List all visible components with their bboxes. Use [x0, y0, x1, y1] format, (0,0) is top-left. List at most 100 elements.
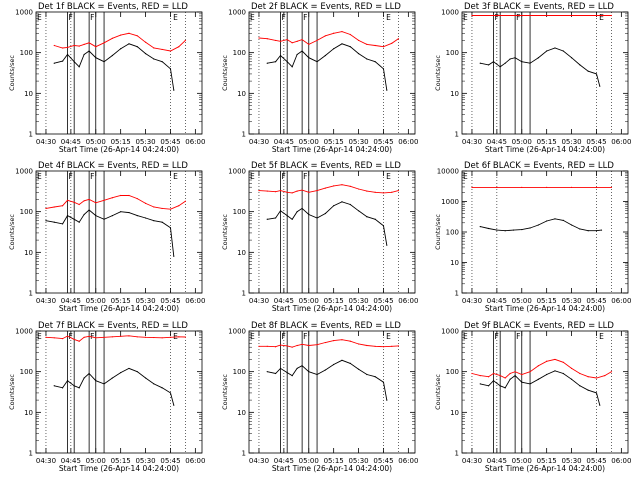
lld-data-point	[73, 201, 75, 203]
x-tick-label: 05:15	[537, 457, 557, 465]
events-data-point	[73, 218, 75, 220]
lld-data-point	[301, 189, 303, 191]
x-tick-label: 05:45	[586, 138, 606, 146]
lld-data-point	[61, 338, 64, 340]
panel-title: Det 4f BLACK = Events, RED = LLD	[38, 161, 188, 171]
x-tick-label: 06:00	[185, 297, 205, 305]
events-data-point	[279, 367, 282, 370]
events-series-line	[480, 47, 601, 87]
lld-data-point	[308, 43, 310, 45]
lld-data-point	[45, 207, 47, 210]
events-data-point	[61, 60, 64, 62]
events-data-point	[88, 209, 90, 211]
events-data-point	[499, 66, 501, 68]
lld-data-point	[357, 343, 360, 345]
lld-data-point	[341, 30, 343, 33]
y-tick-label: 1000	[441, 328, 459, 336]
x-tick-label: 06:00	[611, 457, 631, 465]
events-data-point	[537, 57, 539, 59]
interval-marker-label: E	[463, 13, 468, 22]
events-data-point	[529, 227, 531, 229]
y-tick-label: 1	[29, 131, 33, 139]
events-data-point	[169, 392, 172, 394]
events-data-point	[173, 255, 175, 257]
interval-marker-label: E	[173, 332, 178, 341]
lld-data-point	[570, 186, 573, 188]
events-data-point	[479, 62, 481, 64]
events-data-point	[333, 205, 335, 207]
lld-data-point	[279, 189, 282, 192]
interval-marker-label: F	[516, 332, 520, 341]
events-data-point	[83, 53, 85, 56]
lld-data-point	[95, 46, 97, 48]
x-tick-label: 05:45	[373, 138, 393, 146]
lld-data-point	[66, 199, 69, 201]
events-data-point	[349, 362, 351, 364]
x-tick-label: 04:30	[36, 138, 56, 146]
y-axis-label: Counts/sec	[8, 55, 16, 91]
events-data-point	[83, 213, 85, 216]
events-data-point	[521, 61, 523, 63]
events-data-point	[103, 61, 105, 63]
x-tick-label: 05:30	[561, 138, 581, 146]
y-tick-label: 100	[20, 208, 33, 216]
interval-marker-label: F	[69, 172, 73, 181]
interval-marker-label: E	[250, 13, 255, 22]
lld-data-point	[499, 375, 501, 377]
events-data-point	[274, 372, 277, 375]
interval-marker-label: F	[90, 332, 94, 341]
events-data-point	[537, 224, 539, 226]
interval-marker-label: E	[599, 13, 604, 22]
lld-data-point	[341, 339, 343, 341]
y-tick-label: 100	[233, 49, 246, 57]
lld-series-line	[259, 339, 399, 348]
plot-frame	[461, 330, 629, 454]
x-tick-label: 04:45	[274, 457, 294, 465]
events-data-point	[386, 399, 388, 401]
lld-data-point	[258, 345, 260, 347]
events-data-point	[496, 229, 498, 231]
lld-data-point	[496, 186, 498, 188]
events-data-point	[595, 230, 598, 232]
lld-data-point	[595, 186, 598, 188]
y-tick-label: 100	[446, 368, 459, 376]
events-data-point	[308, 57, 310, 59]
events-data-point	[587, 389, 589, 391]
events-data-point	[595, 392, 598, 394]
events-data-point	[120, 48, 122, 50]
events-data-point	[111, 54, 113, 57]
lld-data-point	[504, 377, 506, 379]
events-data-point	[499, 385, 501, 387]
lld-data-point	[308, 344, 310, 347]
events-data-point	[286, 215, 288, 217]
events-data-point	[144, 52, 147, 55]
lld-data-point	[286, 38, 288, 41]
events-data-point	[504, 62, 506, 64]
events-data-point	[579, 228, 581, 230]
lld-data-point	[546, 14, 548, 17]
x-tick-label: 04:30	[462, 457, 482, 465]
events-data-point	[382, 381, 385, 383]
interval-marker-label: F	[90, 13, 94, 22]
lld-series-line	[258, 184, 399, 194]
panel-title: Det 2f BLACK = Events, RED = LLD	[251, 2, 401, 12]
lld-data-point	[316, 189, 318, 192]
events-series-line	[267, 43, 388, 91]
lld-data-point	[291, 42, 293, 44]
x-tick-label: 05:45	[160, 138, 180, 146]
events-data-point	[83, 377, 85, 379]
events-data-point	[349, 46, 351, 48]
events-data-point	[479, 226, 481, 228]
x-tick-label: 05:30	[348, 138, 368, 146]
events-data-point	[357, 368, 360, 370]
events-data-point	[546, 373, 548, 376]
panel-title: Det 3f BLACK = Events, RED = LLD	[464, 2, 614, 12]
events-data-point	[95, 57, 97, 59]
interval-marker-label: F	[303, 332, 307, 341]
events-data-point	[554, 218, 556, 220]
lld-data-point	[53, 206, 55, 208]
events-data-point	[509, 378, 511, 380]
y-tick-label: 100	[20, 49, 33, 57]
lld-data-point	[45, 336, 47, 338]
